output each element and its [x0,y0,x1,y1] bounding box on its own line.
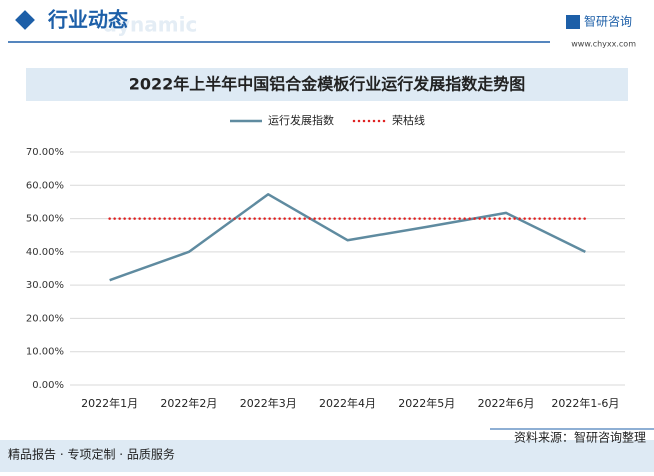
header-subtitle: dynamic [103,13,198,37]
legend-label: 荣枯线 [392,113,425,127]
logo-icon [566,15,580,29]
x-tick-label: 2022年5月 [398,396,455,410]
y-tick-label: 50.00% [26,214,64,225]
title-bar [26,68,628,101]
y-tick-label: 10.00% [26,347,64,358]
x-tick-label: 2022年3月 [240,396,297,410]
series-line [109,193,586,282]
footer-bar [0,440,654,472]
y-tick-label: 30.00% [26,280,64,291]
x-tick-label: 2022年2月 [160,396,217,410]
y-tick-label: 60.00% [26,180,64,191]
y-tick-label: 40.00% [26,247,64,258]
footer-left: 精品报告 · 专项定制 · 品质服务 [8,447,175,462]
brand-url: www.chyxx.com [571,40,636,49]
legend-label: 运行发展指数 [268,113,334,127]
footer-right: 资料来源：智研咨询整理 [514,430,646,445]
header-icon [15,10,35,30]
chart-title: 2022年上半年中国铝合金模板行业运行发展指数走势图 [129,75,526,94]
y-tick-label: 20.00% [26,313,64,324]
header-title: 行业动态 [47,8,128,32]
x-tick-label: 2022年4月 [319,396,376,410]
x-tick-label: 2022年1-6月 [551,396,619,410]
brand: 智研咨询 [584,14,632,29]
x-tick-label: 2022年1月 [81,396,138,410]
chart: 0.00% 10.00% 20.00% 30.00% 40.00% 50.00% 60.00… [26,113,625,410]
y-tick-label: 70.00% [26,147,64,158]
y-tick-label: 0.00% [32,380,64,391]
x-tick-label: 2022年6月 [478,396,535,410]
